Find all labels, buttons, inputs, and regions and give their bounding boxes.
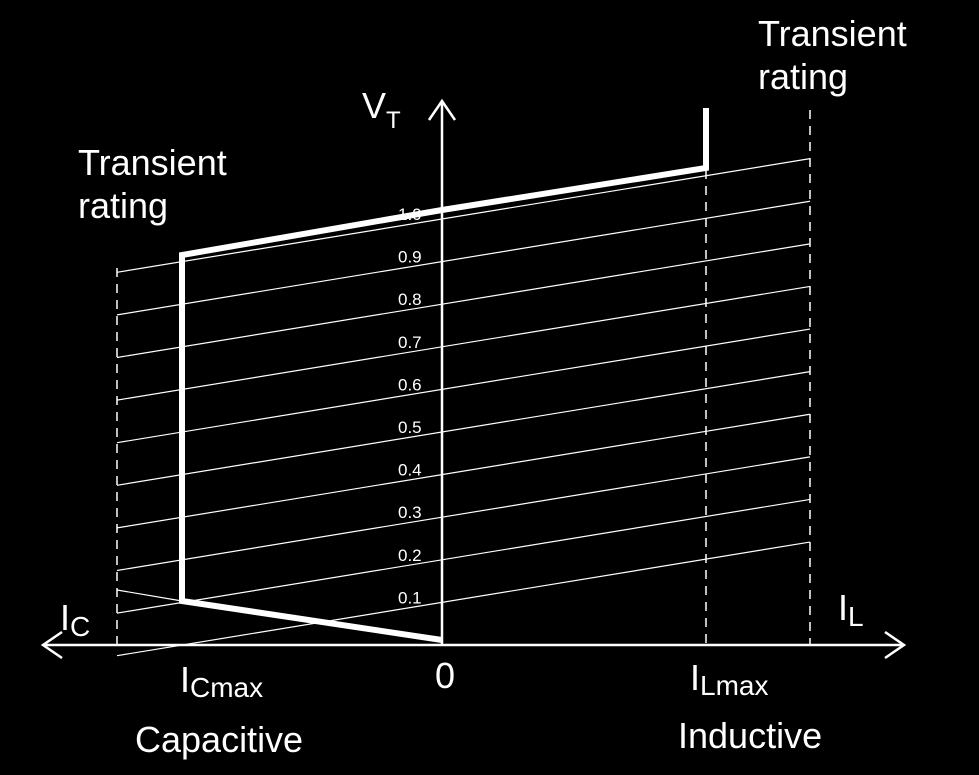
- voltage-level-labels: 0.1 0.2 0.3 0.4 0.5 0.6 0.7 0.8 0.9 1.0: [398, 205, 422, 607]
- slope-line-0.6: [116, 328, 811, 444]
- capacitive-limit-segment: [116, 589, 183, 602]
- voltage-level-label: 0.6: [398, 375, 422, 394]
- voltage-level-label: 0.8: [398, 290, 422, 309]
- operating-characteristic: [179, 108, 709, 643]
- capacitive-max-label: ICmax: [180, 659, 263, 703]
- current-axis-right-arrow: [884, 630, 907, 660]
- inductive-region-label: Inductive: [678, 715, 822, 756]
- origin-label: 0: [435, 655, 455, 696]
- transient-rating-right-line1: Transient: [758, 13, 907, 54]
- voltage-level-label: 0.1: [398, 588, 422, 607]
- voltage-level-label: 0.5: [398, 418, 422, 437]
- capacitive-region-label: Capacitive: [135, 719, 303, 760]
- slope-line-0.4: [116, 413, 811, 529]
- inductive-max-label: ILmax: [690, 657, 768, 701]
- transient-rating-left-line2: rating: [78, 185, 168, 226]
- slope-line-0.1: [116, 541, 811, 657]
- slope-line-0.9: [116, 200, 811, 316]
- y-axis-label: VT: [362, 85, 401, 134]
- current-axis-left-arrow: [40, 630, 63, 660]
- voltage-level-label: 1.0: [398, 205, 422, 224]
- voltage-level-label: 0.4: [398, 461, 422, 480]
- slope-line-0.7: [116, 285, 811, 401]
- x-axis-left-label: IC: [60, 597, 90, 642]
- slope-line-0.8: [116, 243, 811, 359]
- voltage-level-label: 0.7: [398, 333, 422, 352]
- slope-line-0.5: [116, 371, 811, 486]
- voltage-level-label: 0.3: [398, 503, 422, 522]
- transient-rating-left-line1: Transient: [78, 142, 227, 183]
- transient-rating-right-line2: rating: [758, 56, 848, 97]
- voltage-level-label: 0.9: [398, 248, 422, 267]
- slope-lines: [116, 158, 811, 657]
- x-axis-right-label: IL: [838, 587, 864, 632]
- slope-line-0.3: [116, 456, 811, 572]
- slope-line-1.0: [116, 158, 811, 273]
- voltage-axis-arrow: [427, 98, 457, 121]
- slope-line-0.2: [116, 498, 811, 614]
- voltage-level-label: 0.2: [398, 546, 422, 565]
